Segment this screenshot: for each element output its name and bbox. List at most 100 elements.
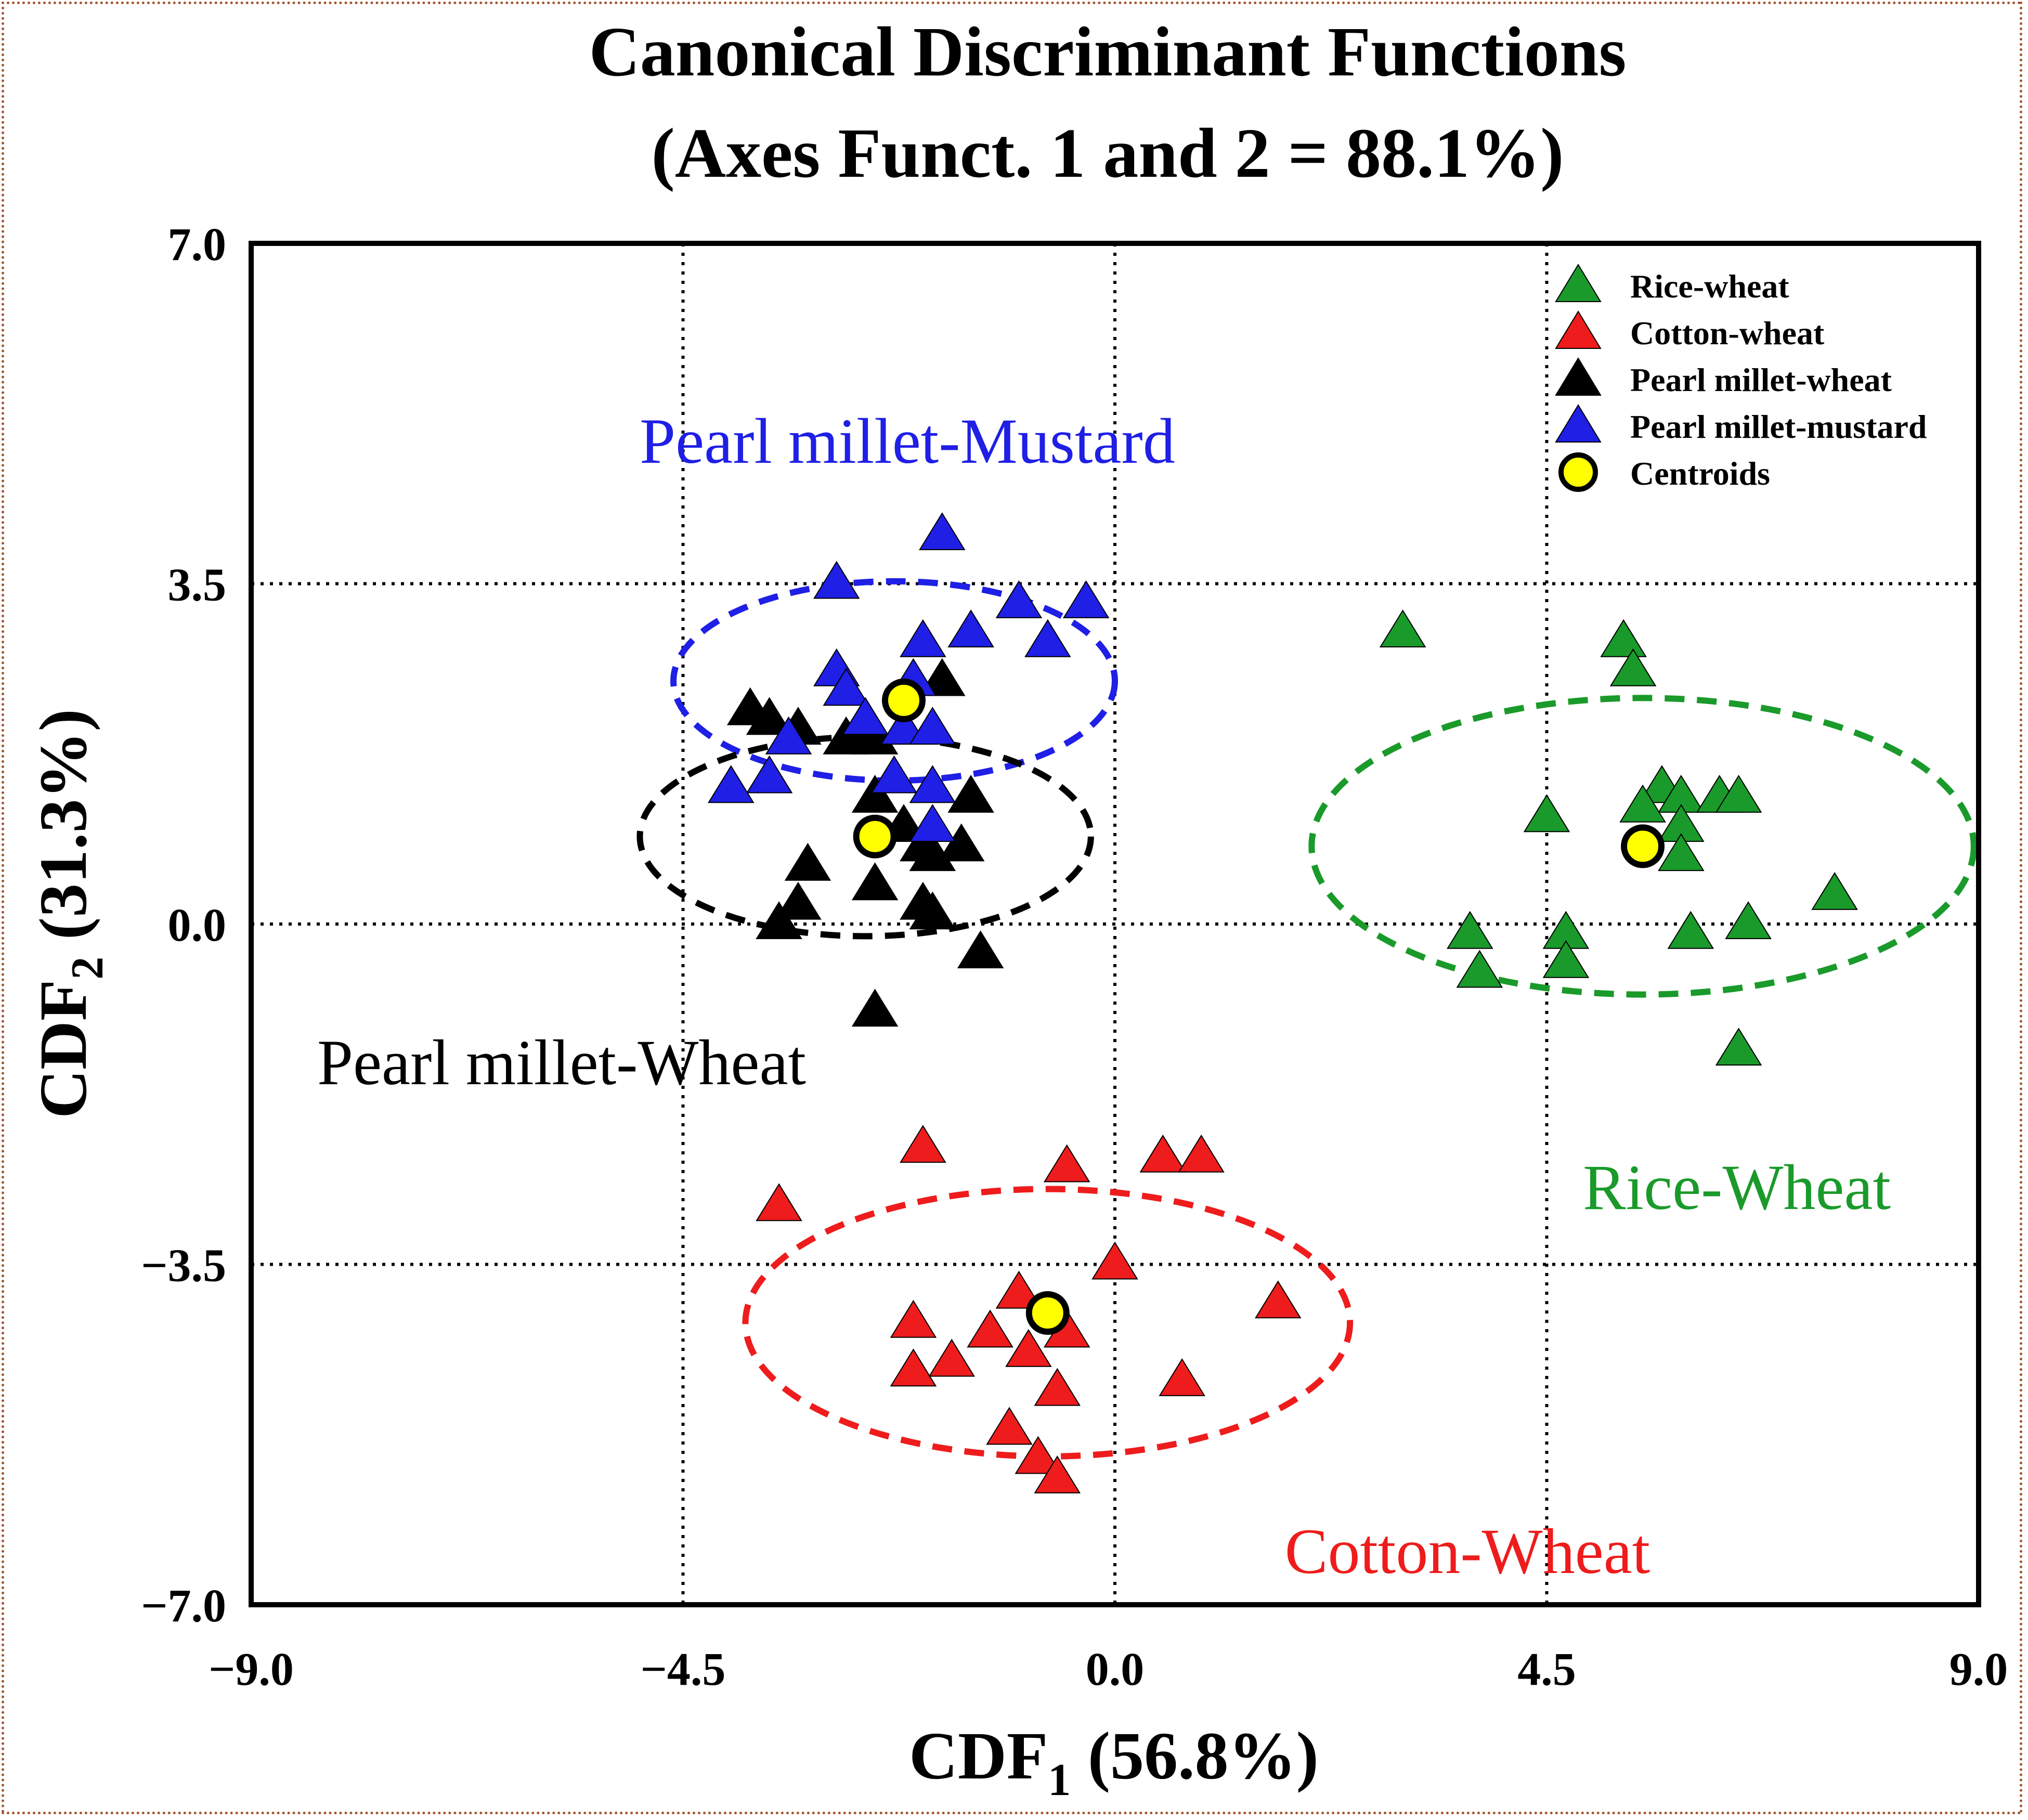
y-tick-label: 0.0: [168, 900, 227, 951]
point-cotton-wheat: [1139, 1134, 1187, 1173]
point-rice-wheat: [1658, 833, 1705, 872]
x-tick-label: 4.5: [1517, 1644, 1576, 1695]
legend-marker-pearl-millet-wheat: [1555, 357, 1602, 396]
point-pearl-millet-mustard: [995, 580, 1043, 618]
point-cotton-wheat: [890, 1348, 937, 1387]
ellipse-label-rice-wheat: Rice-Wheat: [1583, 1152, 1891, 1223]
point-rice-wheat: [1715, 774, 1762, 813]
ellipse-label-cotton-wheat: Cotton-Wheat: [1285, 1516, 1650, 1587]
point-pearl-millet-mustard: [880, 707, 927, 745]
point-cotton-wheat: [890, 1299, 937, 1338]
point-pearl-millet-wheat: [938, 823, 985, 862]
point-pearl-millet-wheat: [947, 774, 994, 813]
point-cotton-wheat: [986, 1407, 1033, 1445]
x-tick-label: −9.0: [209, 1644, 294, 1695]
point-cotton-wheat: [1034, 1368, 1081, 1406]
legend-label-centroids: Centroids: [1630, 455, 1770, 492]
legend: Rice-wheat Cotton-wheat Pearl millet-whe…: [1555, 264, 1927, 492]
chart-title-line-2: (Axes Funct. 1 and 2 = 88.1%): [652, 114, 1564, 192]
legend-label-cotton-wheat: Cotton-wheat: [1630, 315, 1825, 352]
ellipse-pearl-millet-wheat: [636, 734, 1094, 940]
x-axis-title-suffix: (56.8%): [1071, 1719, 1319, 1793]
centroid-point: [881, 678, 926, 722]
centroid-point: [1621, 824, 1665, 868]
y-tick-label: 7.0: [168, 219, 227, 270]
point-cotton-wheat: [1005, 1329, 1052, 1367]
point-rice-wheat: [1609, 648, 1657, 686]
x-tick-label: 0.0: [1086, 1644, 1145, 1695]
point-pearl-millet-wheat: [823, 716, 870, 755]
point-pearl-millet-mustard: [909, 804, 956, 842]
point-cotton-wheat: [1034, 1455, 1081, 1493]
point-pearl-millet-mustard: [909, 707, 956, 745]
point-cotton-wheat: [1159, 1358, 1205, 1396]
point-cotton-wheat: [1043, 1144, 1090, 1182]
y-axis-title-subscript: 2: [62, 957, 113, 980]
point-pearl-millet-wheat: [746, 697, 793, 735]
point-rice-wheat: [1715, 1028, 1762, 1066]
ellipse-label-pearl-millet-wheat: Pearl millet-Wheat: [317, 1027, 806, 1098]
x-tick-label: 9.0: [1949, 1644, 2008, 1695]
point-pearl-millet-wheat: [909, 891, 956, 930]
point-rice-wheat: [1667, 911, 1714, 949]
chart-title-line-1: Canonical Discriminant Functions: [589, 13, 1627, 91]
point-rice-wheat: [1725, 901, 1772, 939]
point-pearl-millet-wheat: [756, 901, 802, 939]
point-pearl-millet-mustard: [707, 765, 755, 803]
point-cotton-wheat: [1178, 1134, 1225, 1173]
centroid-point: [853, 814, 897, 859]
point-pearl-millet-mustard: [813, 561, 860, 599]
point-pearl-millet-mustard: [919, 512, 966, 550]
point-cotton-wheat: [967, 1309, 1013, 1348]
point-cotton-wheat: [900, 1125, 946, 1163]
legend-label-pearl-millet-mustard: Pearl millet-mustard: [1630, 408, 1927, 445]
point-cotton-wheat: [995, 1270, 1043, 1309]
y-tick-label: −7.0: [141, 1580, 226, 1632]
x-axis-title: CDF1 (56.8%): [909, 1719, 1319, 1805]
y-axis-title: CDF2 (31.3%): [26, 709, 113, 1119]
ellipse-label-pearl-millet-mustard: Pearl millet-Mustard: [640, 406, 1175, 477]
point-pearl-millet-mustard: [746, 755, 793, 794]
point-rice-wheat: [1447, 911, 1493, 949]
point-rice-wheat: [1811, 872, 1858, 910]
x-tick-label: −4.5: [641, 1644, 726, 1695]
ellipse-rice-wheat: [1308, 695, 1977, 998]
point-pearl-millet-wheat: [851, 774, 899, 813]
x-axis-title-subscript: 1: [1048, 1755, 1071, 1805]
point-pearl-millet-mustard: [842, 697, 889, 735]
y-tick-label: −3.5: [141, 1240, 226, 1292]
point-cotton-wheat: [1091, 1241, 1138, 1280]
point-rice-wheat: [1379, 609, 1426, 647]
legend-label-rice-wheat: Rice-wheat: [1630, 268, 1789, 305]
point-rice-wheat: [1456, 950, 1503, 988]
point-pearl-millet-wheat: [784, 842, 831, 881]
point-pearl-millet-wheat: [919, 658, 966, 696]
point-pearl-millet-mustard: [947, 609, 994, 647]
point-pearl-millet-mustard: [900, 619, 946, 657]
point-pearl-millet-wheat: [775, 881, 822, 920]
legend-marker-cotton-wheat: [1555, 310, 1602, 349]
point-pearl-millet-mustard: [870, 755, 918, 794]
y-tick-label: 3.5: [168, 560, 227, 611]
point-cotton-wheat: [756, 1183, 802, 1221]
x-axis-title-main: CDF: [909, 1719, 1048, 1793]
legend-marker-centroids: [1558, 452, 1598, 492]
legend-label-pearl-millet-wheat: Pearl millet-wheat: [1630, 361, 1892, 398]
centroid-point: [1025, 1291, 1070, 1335]
point-pearl-millet-mustard: [1024, 619, 1071, 657]
legend-marker-rice-wheat: [1555, 264, 1602, 302]
point-pearl-millet-mustard: [909, 765, 956, 803]
y-axis-title-main: CDF: [26, 980, 101, 1119]
y-axis-title-suffix: (31.3%): [26, 709, 101, 957]
point-pearl-millet-wheat: [851, 862, 899, 901]
point-rice-wheat: [1600, 619, 1647, 657]
point-cotton-wheat: [928, 1338, 976, 1377]
point-rice-wheat: [1523, 794, 1570, 833]
point-rice-wheat: [1619, 784, 1666, 823]
point-pearl-millet-wheat: [851, 989, 899, 1027]
point-pearl-millet-wheat: [957, 930, 1004, 969]
point-pearl-millet-mustard: [765, 716, 812, 755]
plot-area-border: [249, 241, 1981, 1607]
point-cotton-wheat: [1015, 1436, 1062, 1474]
